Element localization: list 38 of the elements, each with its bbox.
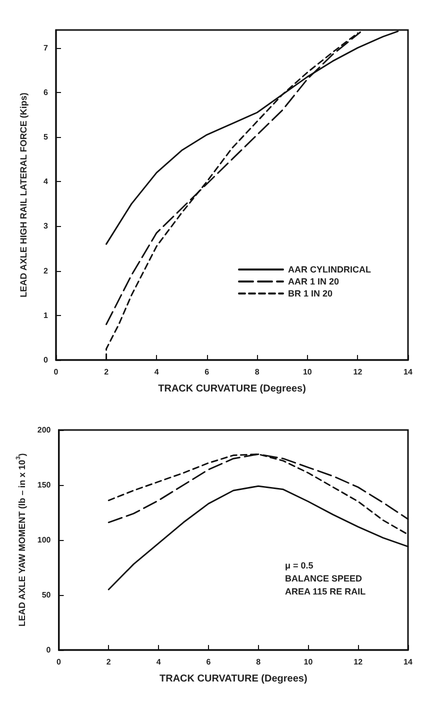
legend-label: AAR CYLINDRICAL [288, 264, 372, 274]
x-tick-label: 6 [204, 368, 210, 376]
x-tick-label: 10 [304, 658, 314, 666]
x-tick-label: 4 [154, 368, 160, 376]
y-tick-label: 200 [37, 426, 52, 434]
y-tick-label: 0 [44, 356, 49, 364]
x-tick-label: 8 [254, 368, 260, 376]
annotation: μ = 0.5 [284, 560, 314, 570]
x-tick-label: 8 [256, 658, 262, 666]
x-tick-label: 12 [354, 658, 364, 666]
x-tick-label: 14 [404, 368, 413, 376]
y-tick-label: 6 [44, 88, 49, 97]
y-tick-label: 150 [37, 480, 52, 490]
x-tick-label: 2 [106, 658, 112, 666]
x-tick-label: 0 [56, 658, 62, 666]
legend-label: BR 1 IN 20 [288, 288, 333, 298]
y-tick-label: 5 [44, 132, 49, 142]
legend-label: AAR 1 IN 20 [288, 276, 340, 286]
y-tick-label: 50 [42, 590, 52, 600]
x-tick-label: 12 [353, 368, 363, 376]
y-tick-label: 7 [44, 43, 49, 52]
x-tick-label: 0 [54, 368, 59, 376]
y-tick-label: 1 [44, 310, 49, 320]
x-axis-title: TRACK CURVATURE (Degrees) [158, 384, 306, 394]
annotation: BALANCE SPEED [284, 574, 362, 584]
x-tick-label: 2 [104, 368, 110, 376]
y-tick-label: 0 [46, 646, 52, 654]
x-tick-label: 10 [302, 368, 312, 376]
y-tick-label: 100 [37, 536, 52, 544]
y-tick-label: 3 [44, 222, 49, 231]
y-tick-label: 2 [44, 266, 49, 276]
x-tick-label: 6 [206, 658, 212, 666]
x-tick-label: 4 [156, 658, 162, 666]
y-tick-label: 4 [44, 177, 49, 186]
annotation: AREA 115 RE RAIL [284, 586, 366, 596]
x-tick-label: 14 [404, 658, 413, 666]
y-axis-title: LEAD AXLE HIGH RAIL LATERAL FORCE (Kips) [18, 92, 28, 298]
x-axis-title: TRACK CURVATURE (Degrees) [159, 674, 308, 684]
